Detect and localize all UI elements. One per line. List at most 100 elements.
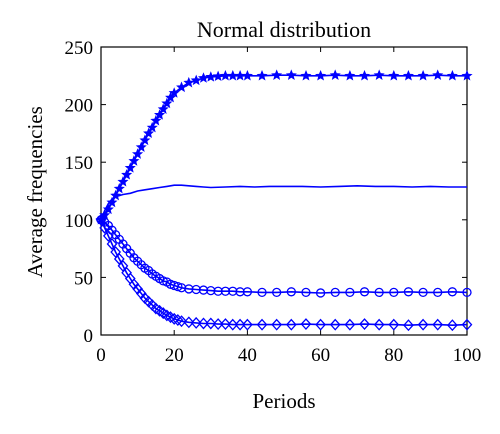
y-tick-label: 250 bbox=[65, 38, 94, 59]
data-point-diamond bbox=[300, 318, 312, 331]
data-point-star bbox=[165, 91, 177, 103]
series-layer bbox=[95, 69, 473, 332]
data-point-star bbox=[315, 70, 327, 81]
data-point-star bbox=[432, 69, 444, 80]
data-point-circle bbox=[462, 287, 472, 298]
y-tick-label: 50 bbox=[74, 268, 93, 289]
data-point-diamond bbox=[446, 319, 458, 332]
data-point-circle bbox=[198, 285, 209, 295]
plot-area bbox=[100, 46, 468, 336]
data-point-star bbox=[190, 74, 202, 86]
data-point-star bbox=[183, 76, 195, 88]
data-point-diamond bbox=[315, 318, 326, 331]
data-point-star bbox=[461, 70, 473, 81]
data-point-star bbox=[271, 69, 283, 80]
data-point-circle bbox=[315, 288, 326, 298]
data-point-diamond bbox=[106, 238, 118, 250]
data-point-diamond bbox=[461, 318, 473, 331]
data-point-circle bbox=[447, 287, 458, 297]
data-point-star bbox=[176, 81, 188, 93]
data-point-diamond bbox=[373, 318, 385, 331]
x-tick-label: 40 bbox=[238, 345, 257, 366]
data-point-circle bbox=[286, 287, 296, 297]
data-point-diamond bbox=[212, 318, 224, 331]
data-point-diamond bbox=[117, 259, 129, 272]
data-point-diamond bbox=[113, 252, 125, 265]
data-point-circle bbox=[301, 287, 311, 298]
data-point-diamond bbox=[110, 246, 122, 259]
axis-ticks: 0 20 40 60 80 100 0 50 100 150 200 250 bbox=[65, 38, 482, 366]
data-point-star bbox=[132, 148, 144, 159]
data-point-star bbox=[168, 87, 180, 98]
data-point-diamond bbox=[403, 319, 414, 332]
data-point-star bbox=[256, 70, 268, 81]
data-point-star bbox=[150, 114, 162, 126]
data-point-circle bbox=[191, 284, 201, 295]
data-point-diamond bbox=[183, 316, 195, 329]
data-point-star bbox=[102, 203, 114, 215]
data-point-star bbox=[373, 69, 385, 80]
data-point-star bbox=[139, 134, 151, 146]
data-point-diamond bbox=[242, 318, 253, 331]
data-point-star bbox=[117, 176, 129, 187]
data-point-diamond bbox=[256, 318, 268, 331]
data-point-diamond bbox=[227, 318, 239, 331]
data-point-diamond bbox=[285, 318, 297, 331]
series-3-diamond bbox=[95, 213, 473, 332]
data-point-star bbox=[128, 155, 140, 166]
data-point-star bbox=[161, 97, 173, 109]
data-point-diamond bbox=[271, 318, 283, 331]
x-tick-label: 80 bbox=[384, 345, 403, 366]
data-point-circle bbox=[374, 287, 384, 298]
data-point-star bbox=[300, 70, 312, 81]
data-point-diamond bbox=[388, 318, 400, 331]
data-point-diamond bbox=[220, 318, 231, 331]
data-point-diamond bbox=[172, 314, 184, 326]
data-point-diamond bbox=[344, 318, 356, 331]
data-point-circle bbox=[418, 287, 428, 298]
data-point-star bbox=[285, 69, 297, 80]
data-point-star bbox=[241, 70, 253, 81]
data-point-circle bbox=[330, 287, 340, 298]
data-point-circle bbox=[235, 287, 245, 297]
data-point-circle bbox=[220, 286, 231, 296]
data-point-diamond bbox=[234, 318, 246, 331]
x-axis-label: Periods bbox=[253, 389, 316, 413]
data-point-star bbox=[446, 70, 458, 81]
series-1-none bbox=[100, 184, 467, 221]
data-point-star bbox=[154, 109, 166, 120]
data-point-star bbox=[106, 196, 118, 208]
y-axis-label: Average frequencies bbox=[23, 106, 47, 278]
y-tick-label: 200 bbox=[65, 96, 94, 117]
data-point-star bbox=[344, 70, 356, 81]
data-point-circle bbox=[206, 285, 216, 296]
data-point-circle bbox=[213, 286, 223, 296]
data-point-circle bbox=[228, 286, 238, 296]
data-point-star bbox=[402, 70, 414, 81]
data-point-diamond bbox=[102, 229, 114, 242]
chart-title: Normal distribution bbox=[197, 17, 371, 42]
data-point-star bbox=[143, 127, 155, 139]
data-point-circle bbox=[257, 287, 267, 298]
data-point-diamond bbox=[359, 318, 370, 331]
data-point-diamond bbox=[176, 315, 187, 328]
data-point-circle bbox=[242, 287, 253, 297]
data-point-diamond bbox=[417, 318, 429, 331]
data-point-diamond bbox=[329, 318, 341, 331]
data-point-diamond bbox=[190, 316, 202, 329]
x-tick-label: 100 bbox=[453, 345, 482, 366]
x-tick-label: 0 bbox=[96, 345, 106, 366]
data-point-diamond bbox=[168, 312, 180, 325]
data-point-circle bbox=[272, 287, 282, 298]
y-tick-label: 0 bbox=[84, 326, 94, 347]
data-point-circle bbox=[433, 287, 443, 298]
data-point-star bbox=[121, 169, 133, 180]
data-point-star bbox=[417, 70, 429, 81]
data-point-diamond bbox=[198, 317, 209, 330]
data-point-circle bbox=[389, 287, 399, 298]
data-point-circle bbox=[345, 287, 355, 298]
series-2-circle bbox=[96, 215, 472, 298]
data-point-diamond bbox=[99, 221, 111, 234]
